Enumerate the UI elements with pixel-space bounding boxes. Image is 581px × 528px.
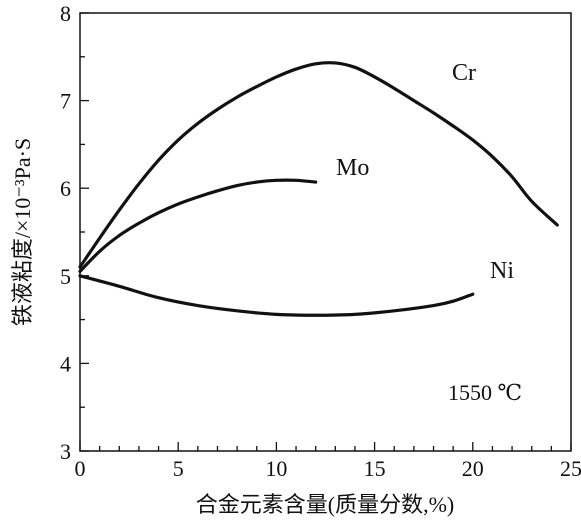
y-tick-label: 5 (60, 264, 71, 289)
series-label-ni: Ni (490, 258, 514, 284)
x-tick-label: 20 (462, 456, 484, 481)
y-tick-label: 6 (60, 176, 71, 201)
x-tick-label: 10 (265, 456, 287, 481)
y-tick-label: 4 (60, 351, 71, 376)
series-label-mo: Mo (336, 155, 369, 181)
y-tick-labels: 3 4 5 6 7 8 (60, 1, 71, 464)
series-lines (80, 63, 557, 316)
y-tick-label: 3 (60, 439, 71, 464)
series-line-cr (80, 63, 557, 267)
x-axis-title: 合金元素含量(质量分数,%) (196, 492, 454, 517)
x-tick-label: 0 (75, 456, 86, 481)
series-label-cr: Cr (452, 60, 476, 86)
x-tick-label: 25 (560, 456, 581, 481)
series-line-ni (80, 276, 473, 315)
y-tick-label: 8 (60, 1, 71, 26)
temperature-annotation: 1550 ℃ (448, 380, 522, 405)
series-line-mo (80, 180, 316, 271)
x-tick-label: 5 (173, 456, 184, 481)
x-tick-labels: 0 5 10 15 20 25 (75, 456, 581, 481)
y-tick-label: 7 (60, 89, 71, 114)
x-tick-label: 15 (364, 456, 386, 481)
y-axis-title: 铁液粘度/×10⁻³Pa·S (10, 138, 35, 326)
